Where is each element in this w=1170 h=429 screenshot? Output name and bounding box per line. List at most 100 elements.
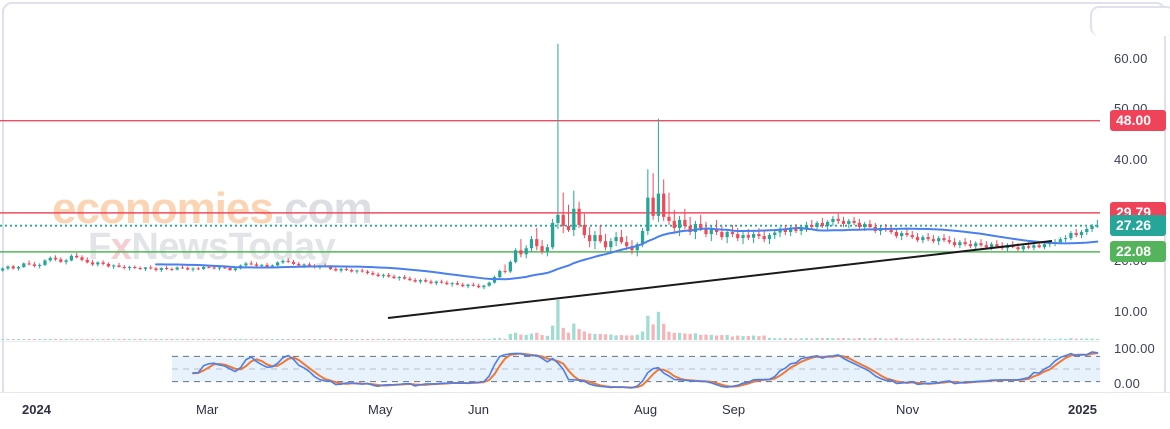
candle-body [767, 235, 772, 240]
volume-bar [429, 339, 433, 340]
volume-bar [857, 338, 862, 340]
candle-body [693, 223, 698, 233]
volume-series [1, 300, 1099, 340]
volume-bar [1058, 338, 1062, 340]
volume-bar [461, 339, 465, 340]
candle-body [217, 267, 222, 269]
volume-bar [693, 333, 698, 340]
volume-bar [873, 338, 877, 340]
candle-body [159, 267, 163, 270]
price-badge-last-price[interactable]: 27.26 [1110, 215, 1166, 237]
volume-bar [683, 333, 687, 340]
candle-body [69, 255, 74, 261]
candle-body [32, 264, 37, 266]
volume-bar [143, 339, 148, 340]
candle-body [276, 262, 280, 266]
volume-bar [138, 339, 142, 340]
candle-body [476, 285, 481, 288]
candle-body [593, 235, 597, 242]
candle-body [778, 230, 782, 233]
volume-bar [127, 339, 132, 340]
volume-bar [952, 338, 957, 340]
volume-bar [878, 338, 883, 340]
candle-body [561, 214, 565, 226]
candle-body [952, 242, 957, 246]
candle-body [672, 220, 676, 228]
volume-bar [1016, 338, 1020, 340]
volume-bar [334, 339, 338, 340]
candle-body [344, 268, 349, 270]
volume-bar [59, 339, 63, 340]
candle-body [439, 281, 444, 283]
volume-bar [667, 331, 671, 340]
volume-bar [984, 338, 988, 340]
volume-bar [561, 327, 565, 340]
volume-bar [900, 338, 904, 340]
candle-body [355, 270, 359, 272]
candle-body [1079, 232, 1084, 236]
candle-body [365, 271, 370, 274]
volume-bar [96, 339, 100, 340]
indicator-tick-100-00: 100.00 [1114, 341, 1155, 356]
candle-body [96, 262, 100, 265]
candle-body [720, 232, 724, 238]
watermark-fxnewstoday: FxNewsToday [88, 226, 336, 269]
stochastic-k-line [192, 351, 1099, 389]
candle-body [11, 266, 15, 269]
candle-body [38, 264, 42, 266]
volume-bar [783, 338, 787, 340]
volume-bar [767, 337, 772, 340]
volume-bar [582, 331, 587, 340]
price-badge-resistance[interactable]: 48.00 [1110, 110, 1166, 132]
candle-body [598, 235, 602, 242]
price-tick-40-00: 40.00 [1114, 152, 1148, 167]
volume-bar [392, 339, 396, 340]
price-badge-support[interactable]: 22.08 [1110, 241, 1166, 263]
volume-bar [1095, 338, 1099, 340]
volume-bar [593, 333, 597, 340]
volume-bar [815, 338, 819, 340]
candle-body [1069, 233, 1073, 239]
volume-bar [27, 339, 31, 340]
time-tick-nov: Nov [896, 402, 920, 417]
candle-body [85, 259, 89, 263]
candle-body [191, 268, 195, 270]
candle-body [143, 267, 148, 269]
time-tick-mar: Mar [196, 402, 219, 417]
candle-body [688, 225, 692, 233]
candle-body [905, 233, 909, 236]
volume-bar [989, 338, 994, 340]
volume-bar [836, 338, 840, 340]
volume-bar [439, 339, 444, 340]
volume-bar [238, 339, 243, 340]
volume-bar [492, 338, 497, 340]
candle-body [545, 247, 549, 252]
volume-bar [905, 338, 909, 340]
candle-body [360, 270, 364, 272]
candle-body [291, 261, 296, 264]
volume-bar [625, 335, 629, 340]
candle-body [725, 232, 729, 238]
volume-bar [302, 339, 306, 340]
volume-bar [863, 338, 867, 340]
volume-bar [566, 332, 571, 340]
volume-bar [974, 338, 978, 340]
volume-bar [53, 339, 58, 340]
volume-bar [704, 334, 708, 340]
volume-bar [323, 339, 327, 340]
candle-body [646, 197, 650, 232]
volume-bar [376, 339, 380, 340]
candle-body [942, 238, 946, 241]
volume-bar [852, 338, 856, 340]
candle-body [75, 255, 79, 258]
volume-bar [736, 335, 740, 340]
volume-bar [265, 339, 269, 340]
volume-bar [841, 338, 846, 340]
candle-body [127, 266, 132, 268]
candle-body [482, 285, 486, 288]
candle-body [1058, 239, 1062, 243]
candle-body [53, 257, 58, 260]
volume-bar [371, 339, 375, 340]
plot-area [0, 43, 1100, 389]
